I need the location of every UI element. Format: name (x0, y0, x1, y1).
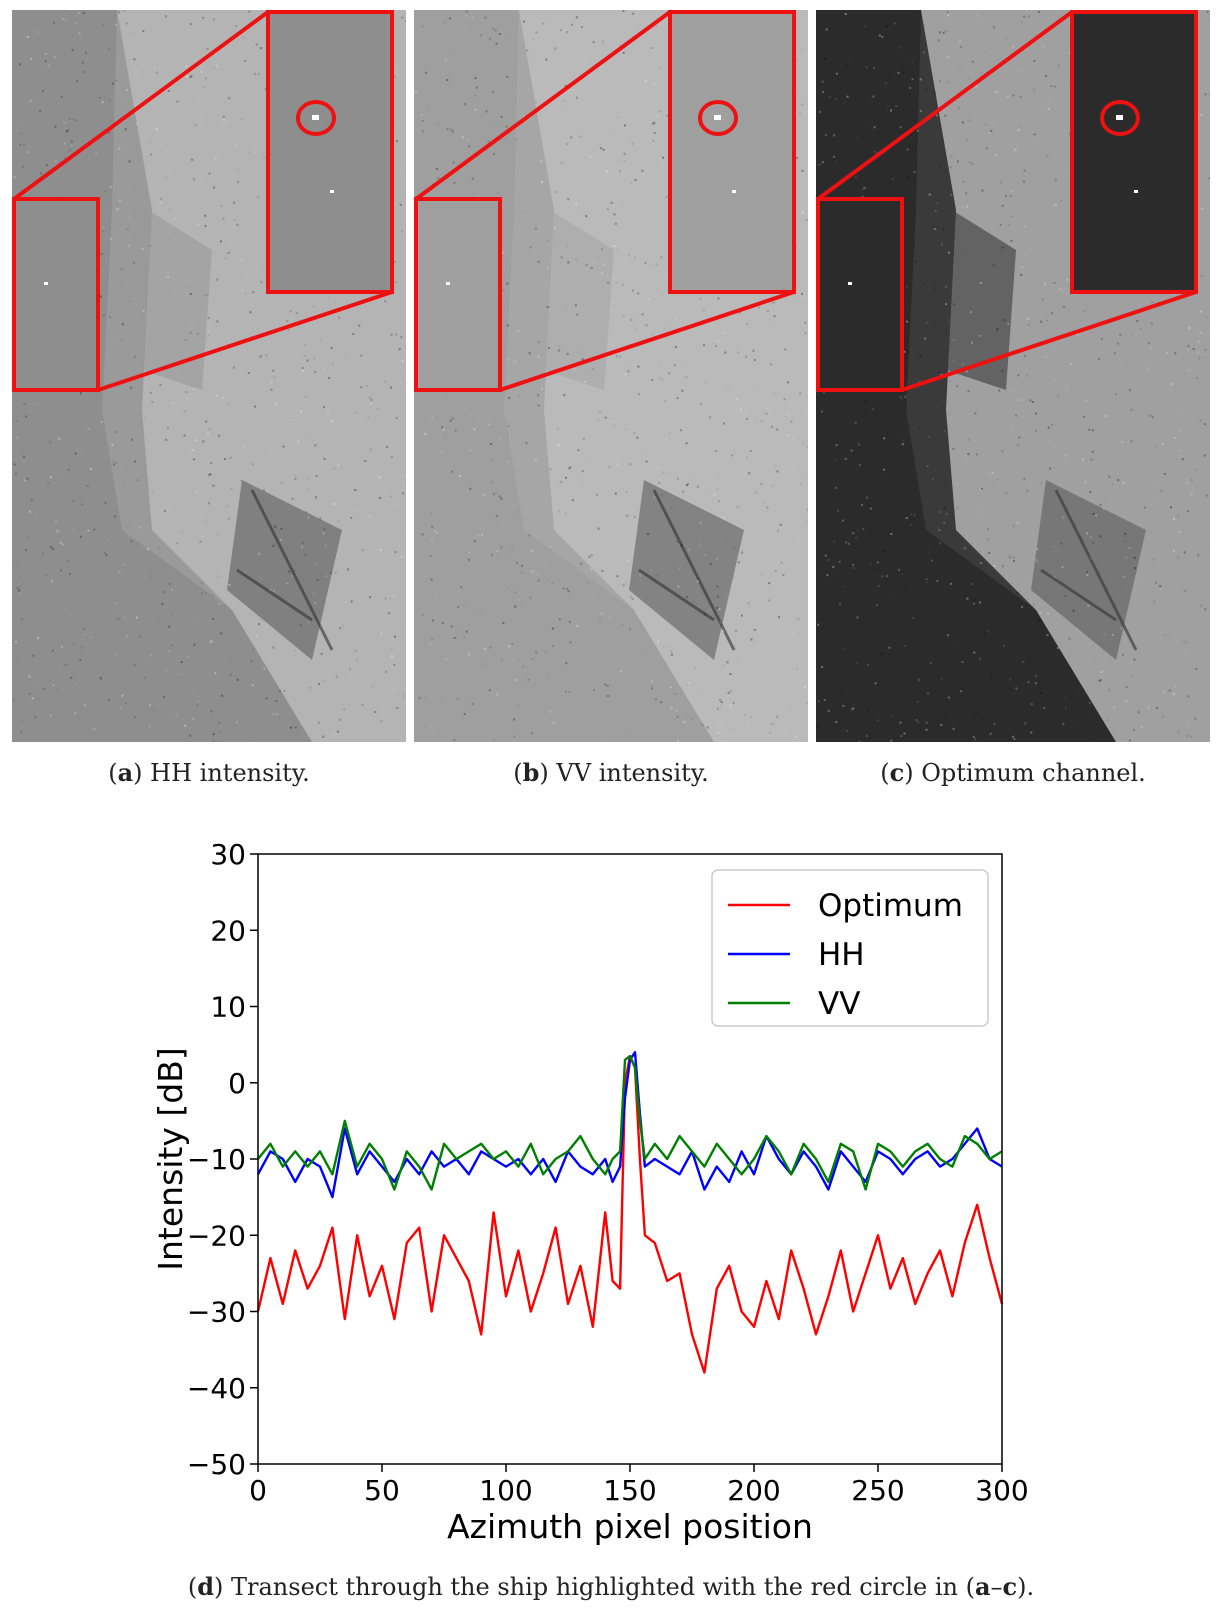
sar-panel-c (816, 10, 1210, 742)
ship-highlight-circle (698, 100, 738, 136)
legend-label-optimum: Optimum (818, 888, 963, 924)
x-tick-label: 50 (364, 1474, 400, 1507)
caption-d-range-end: c (1002, 1572, 1018, 1601)
y-tick-label: 30 (210, 838, 246, 871)
runway (652, 489, 736, 651)
caption-a: (a) HH intensity. (108, 758, 310, 787)
harbour-area (936, 200, 1016, 390)
ship-target-small (732, 190, 736, 193)
zoom-connector-bottom (499, 290, 795, 392)
y-tick-label: −50 (187, 1448, 246, 1481)
ship-target-small (330, 190, 334, 193)
x-tick-label: 300 (975, 1474, 1028, 1507)
caption-c-text: Optimum channel. (913, 759, 1146, 787)
ship-target-small (848, 282, 852, 285)
sea-region (414, 10, 714, 742)
transect-chart: 0 50 100 150 200 250 3003020100−10−20−30−40−50… (151, 838, 1029, 1546)
ship-target (1116, 115, 1123, 120)
x-tick-label: 150 (603, 1474, 656, 1507)
caption-b: (b) VV intensity. (513, 758, 709, 787)
caption-d-text: Transect through the ship highlighted wi… (223, 1573, 975, 1601)
zoom-inset-box (668, 10, 796, 294)
sar-panel-b (414, 10, 808, 742)
caption-a-letter: a (117, 758, 134, 787)
ship-target (312, 115, 319, 120)
caption-d: (d) Transect through the ship highlighte… (187, 1572, 1035, 1601)
ship-target (714, 115, 721, 120)
y-axis-label: Intensity [dB] (151, 1047, 190, 1270)
caption-b-letter: b (522, 758, 540, 787)
ship-target-small (1134, 190, 1138, 193)
ship-highlight-circle (296, 100, 336, 136)
zoom-inset-box (266, 10, 394, 294)
series-line-optimum (256, 1054, 1004, 1374)
y-tick-label: −20 (187, 1219, 246, 1252)
y-tick-label: −30 (187, 1296, 246, 1329)
zoom-source-box (414, 197, 502, 392)
zoom-connector-top (414, 10, 672, 201)
ship-highlight-circle (1100, 100, 1140, 136)
x-tick-label: 200 (727, 1474, 780, 1507)
legend-box (711, 869, 989, 1027)
runway (638, 568, 715, 622)
zoom-connector-bottom (901, 290, 1197, 392)
caption-d-text-end: ). (1017, 1573, 1035, 1601)
x-tick-label: 250 (851, 1474, 904, 1507)
y-tick-label: 20 (210, 914, 246, 947)
zoom-connector-bottom (97, 290, 393, 392)
caption-c-letter: c (889, 758, 905, 787)
y-tick-label: 10 (210, 991, 246, 1024)
caption-c: (c) Optimum channel. (880, 758, 1146, 787)
runway (250, 489, 334, 651)
caption-b-text: VV intensity. (548, 759, 709, 787)
caption-d-dash: – (990, 1573, 1003, 1601)
zoom-source-box (12, 197, 100, 392)
zoom-source-box (816, 197, 904, 392)
harbour-area (132, 200, 212, 390)
harbour-area (534, 200, 614, 390)
x-tick-label: 100 (479, 1474, 532, 1507)
series-line-vv (257, 1054, 1003, 1191)
sar-panel-a (12, 10, 406, 742)
x-axis-label: Azimuth pixel position (447, 1507, 813, 1546)
series-line-hh (256, 1051, 1003, 1199)
y-tick-label: −10 (187, 1143, 246, 1176)
runway (1054, 489, 1138, 651)
sea-region (12, 10, 312, 742)
caption-a-text: HH intensity. (142, 759, 310, 787)
caption-d-range-start: a (974, 1572, 991, 1601)
sar-image-hh (12, 10, 406, 742)
x-tick-label: 0 (249, 1474, 267, 1507)
sar-image-optimum (816, 10, 1210, 742)
caption-d-letter: d (197, 1572, 214, 1601)
runway (1040, 568, 1117, 622)
zoom-connector-top (816, 10, 1074, 201)
sar-image-vv (414, 10, 808, 742)
chart-legend: Optimum HH VV (711, 869, 989, 1027)
ship-target-small (446, 282, 450, 285)
runway (236, 568, 313, 622)
y-tick-label: −40 (187, 1372, 246, 1405)
y-tick-label: 0 (228, 1067, 246, 1100)
chart-series-group (256, 1051, 1004, 1374)
legend-label-hh: HH (818, 937, 865, 973)
sea-region (816, 10, 1116, 742)
zoom-inset-box (1070, 10, 1198, 294)
ship-target-small (44, 282, 48, 285)
legend-label-vv: VV (818, 986, 860, 1022)
zoom-connector-top (12, 10, 270, 201)
